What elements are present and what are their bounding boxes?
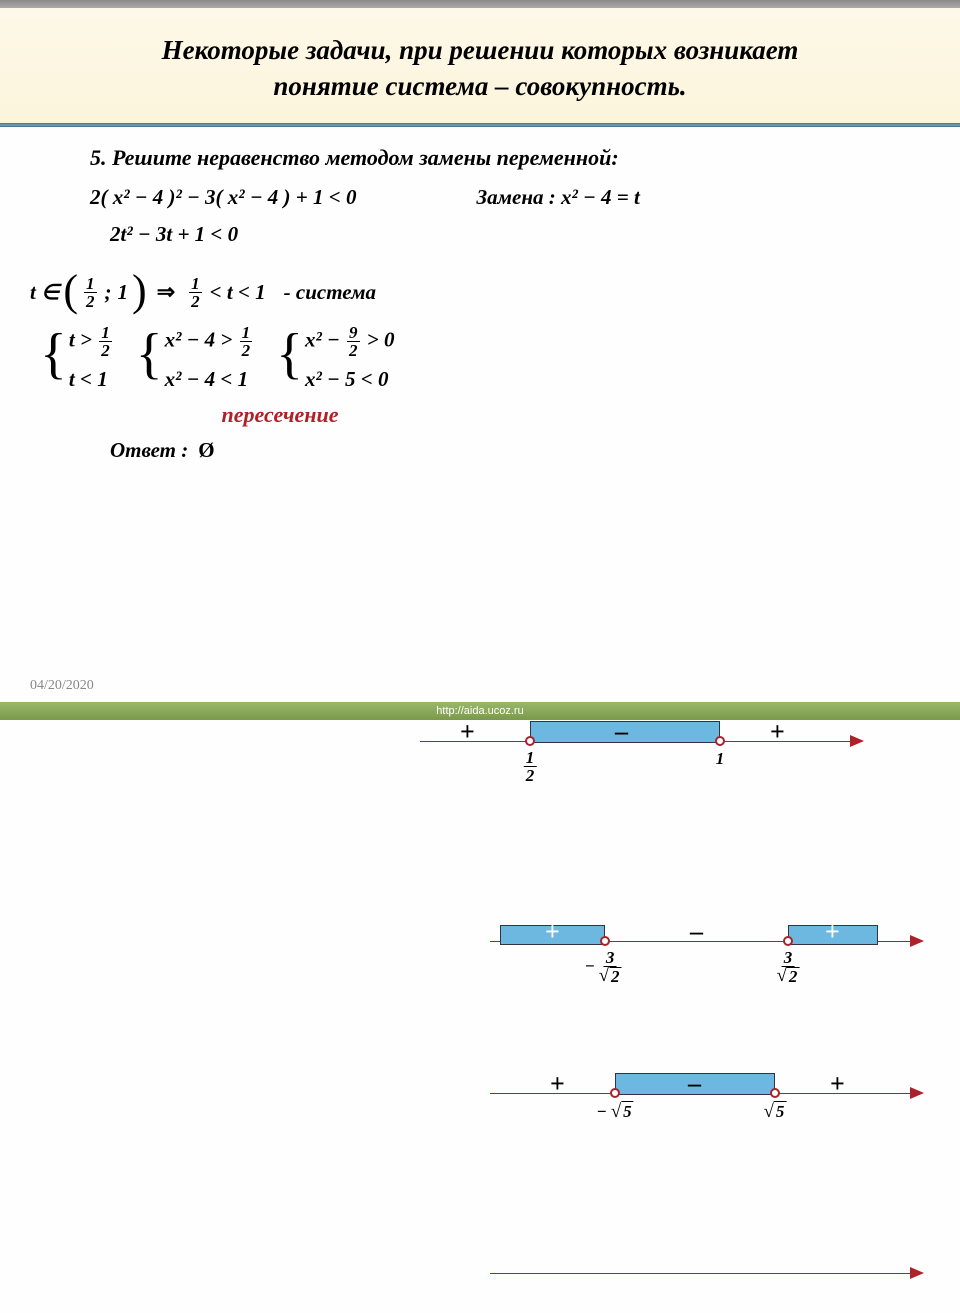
window-bar <box>0 0 960 8</box>
implies-arrow: ⇒ <box>157 279 175 305</box>
system-1: { t > 12 t < 1 <box>40 324 114 392</box>
sys2-r1: x² − 4 > 12 <box>165 324 255 359</box>
intersection-label: пересечение <box>150 402 410 428</box>
sys2-r2: x² − 4 < 1 <box>165 367 255 392</box>
task-text: Решите неравенство методом замены переме… <box>112 145 619 170</box>
range-a: 12 <box>187 275 204 310</box>
task-number: 5. <box>90 145 107 170</box>
inequality-original: 2( x² − 4 )² − 3( x² − 4 ) + 1 < 0 <box>90 185 356 210</box>
inequality-t: 2t² − 3t + 1 < 0 <box>110 222 238 247</box>
system-3: { x² − 92 > 0 x² − 5 < 0 <box>276 324 394 392</box>
sys1-r2: t < 1 <box>69 367 114 392</box>
paren-close: ) <box>132 273 147 308</box>
footer-url: http://aida.ucoz.ru <box>0 702 960 720</box>
signline-intersection <box>490 1253 930 1313</box>
substitution: Замена : x² − 4 = t <box>476 185 639 210</box>
answer-value: Ø <box>198 438 214 463</box>
sys3-r2: x² − 5 < 0 <box>305 367 395 392</box>
title-line1: Некоторые задачи, при решении которых во… <box>40 32 920 68</box>
slide-header: Некоторые задачи, при решении которых во… <box>0 8 960 123</box>
signline-x2: +–+− √5 √5 <box>490 1073 930 1133</box>
signline-t: +–+121 <box>420 721 870 781</box>
answer-label: Ответ : <box>110 438 188 463</box>
sys3-r1: x² − 92 > 0 <box>305 324 395 359</box>
slide-date: 04/20/2020 <box>30 678 94 694</box>
system-2: { x² − 4 > 12 x² − 4 < 1 <box>136 324 254 392</box>
sys1-r1: t > 12 <box>69 324 114 359</box>
range-mid: < t < 1 <box>210 280 266 305</box>
title-line2: понятие система – совокупность. <box>40 68 920 104</box>
interval-b: 1 <box>118 280 129 305</box>
paren-open: ( <box>63 273 78 308</box>
slide-body: 5. Решите неравенство методом замены пер… <box>0 127 960 463</box>
signline-x1: +–+−3√23√2 <box>490 921 930 981</box>
t-in: t ∈ <box>30 280 59 305</box>
task-prompt: 5. Решите неравенство методом замены пер… <box>90 145 930 171</box>
interval-sep: ; <box>105 280 112 305</box>
system-label: - система <box>284 280 376 305</box>
interval-a: 12 <box>82 275 99 310</box>
